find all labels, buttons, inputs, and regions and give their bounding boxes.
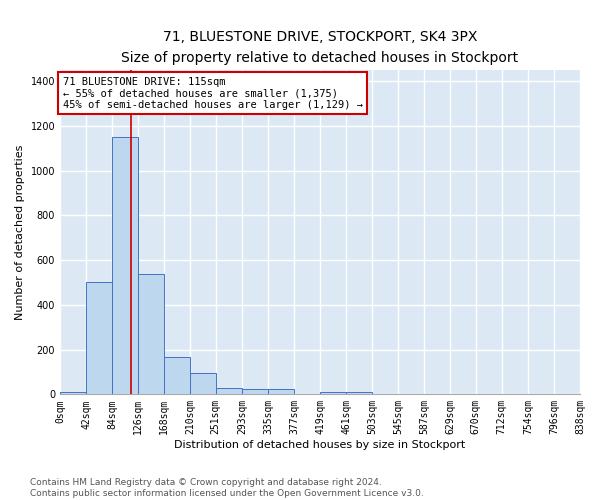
Bar <box>320 392 346 394</box>
X-axis label: Distribution of detached houses by size in Stockport: Distribution of detached houses by size … <box>175 440 466 450</box>
Bar <box>164 358 190 395</box>
Bar <box>268 390 294 394</box>
Bar <box>190 373 216 394</box>
Bar <box>346 392 372 394</box>
Text: Contains HM Land Registry data © Crown copyright and database right 2024.
Contai: Contains HM Land Registry data © Crown c… <box>30 478 424 498</box>
Bar <box>86 282 112 395</box>
Bar <box>216 388 242 394</box>
Text: 71 BLUESTONE DRIVE: 115sqm
← 55% of detached houses are smaller (1,375)
45% of s: 71 BLUESTONE DRIVE: 115sqm ← 55% of deta… <box>62 76 362 110</box>
Bar <box>242 390 268 394</box>
Bar <box>60 392 86 394</box>
Y-axis label: Number of detached properties: Number of detached properties <box>15 144 25 320</box>
Bar <box>138 274 164 394</box>
Title: 71, BLUESTONE DRIVE, STOCKPORT, SK4 3PX
Size of property relative to detached ho: 71, BLUESTONE DRIVE, STOCKPORT, SK4 3PX … <box>121 30 518 64</box>
Bar <box>112 137 138 394</box>
